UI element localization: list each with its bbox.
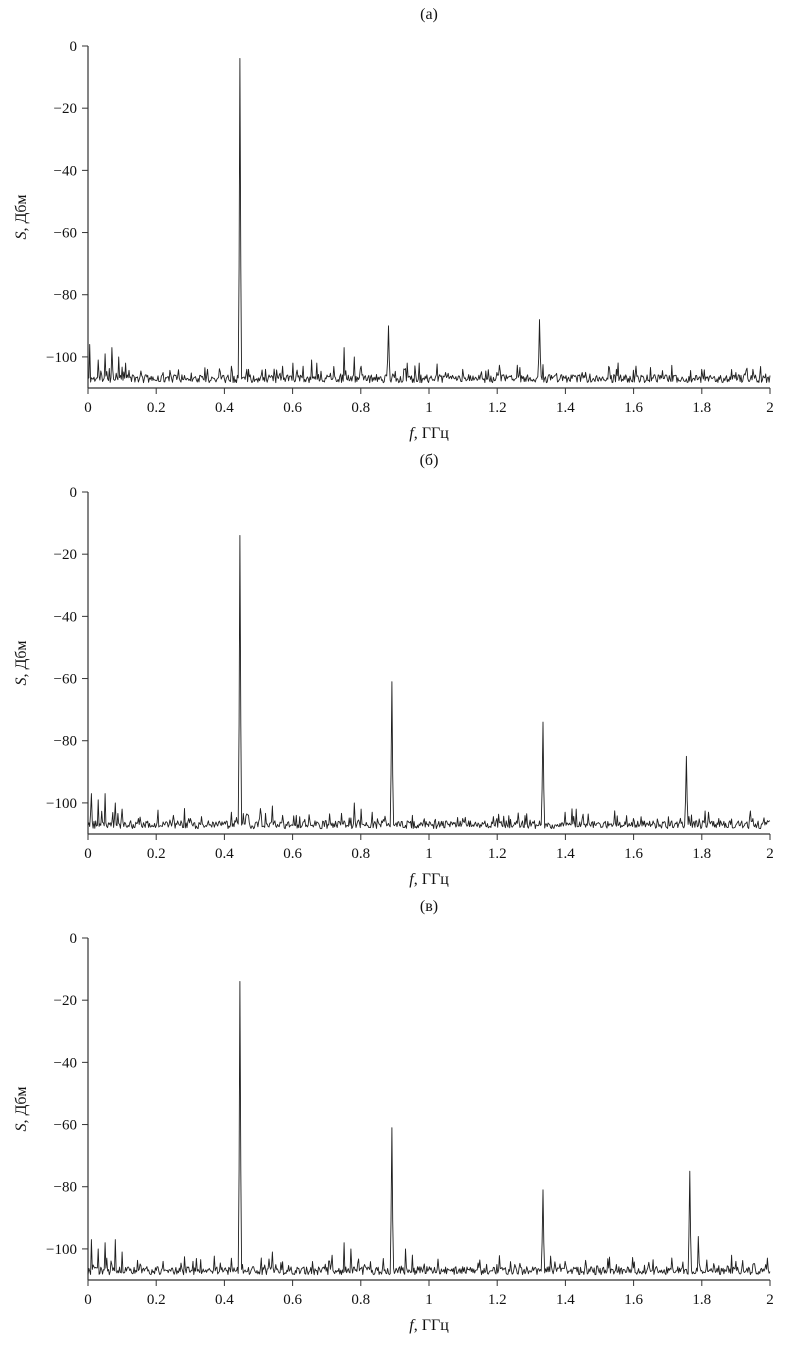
x-tick-label: 1 <box>425 1292 433 1308</box>
y-tick-label: −40 <box>54 163 77 179</box>
x-axis-title: f, ГГц <box>409 871 449 888</box>
y-tick-label: 0 <box>70 485 78 501</box>
x-tick-label: 1.8 <box>692 846 711 862</box>
x-tick-label: 1.4 <box>556 1292 575 1308</box>
spectrum-panel-v: (в) 0 −20 −40 −60 −80 −100 0 0.2 0.4 0.6 0.8 1 1.2 1.… <box>0 894 798 1340</box>
y-tick-label: −80 <box>54 1180 77 1196</box>
y-axis-title: S, Дбм <box>13 640 30 685</box>
y-axis-title: S, Дбм <box>13 1086 30 1131</box>
spectrum-plot-v: 0 −20 −40 −60 −80 −100 0 0.2 0.4 0.6 0.8 1 1.2 1.4 1.6… <box>0 920 798 1345</box>
spectrum-plot-svg: 0 −20 −40 −60 −80 −100 0 0.2 0.4 0.6 0.8 1 1.2 1.4 1.6… <box>13 39 774 442</box>
spectrum-trace <box>87 57 771 384</box>
y-tick-label: −40 <box>54 609 77 625</box>
y-tick-label: −80 <box>54 734 77 750</box>
y-tick-label: −40 <box>54 1055 77 1071</box>
x-tick-label: 1.4 <box>556 846 575 862</box>
spectrum-panel-b: (б) 0 −20 −40 −60 −80 −100 0 0.2 0.4 0.6 0.8 1 1.2 1.… <box>0 448 798 894</box>
x-tick-label: 0 <box>84 846 92 862</box>
x-tick-label: 1.6 <box>624 846 643 862</box>
x-tick-label: 0.4 <box>215 1292 234 1308</box>
spectrum-plot-a: 0 −20 −40 −60 −80 −100 0 0.2 0.4 0.6 0.8 1 1.2 1.4 1.6… <box>0 28 798 453</box>
y-tick-label: −100 <box>46 1242 77 1258</box>
x-tick-label: 0.6 <box>283 1292 302 1308</box>
x-tick-label: 1.8 <box>692 1292 711 1308</box>
x-axis-title: f, ГГц <box>409 1317 449 1334</box>
x-tick-label: 2 <box>766 1292 774 1308</box>
x-tick-label: 0 <box>84 400 92 416</box>
x-tick-label: 1.2 <box>488 846 507 862</box>
y-axis-title: S, Дбм <box>13 194 30 239</box>
panel-label-v: (в) <box>419 898 439 915</box>
x-tick-label: 0.2 <box>147 846 166 862</box>
x-tick-label: 0.2 <box>147 400 166 416</box>
spectrum-plot-b: 0 −20 −40 −60 −80 −100 0 0.2 0.4 0.6 0.8 1 1.2 1.4 1.6… <box>0 474 798 899</box>
y-tick-label: 0 <box>70 39 78 55</box>
x-tick-label: 0 <box>84 1292 92 1308</box>
y-tick-label: −20 <box>54 993 77 1009</box>
x-tick-label: 0.8 <box>351 846 370 862</box>
x-tick-label: 1.2 <box>488 1292 507 1308</box>
y-tick-label: −100 <box>46 796 77 812</box>
y-tick-label: −60 <box>54 672 77 688</box>
x-tick-label: 1 <box>425 400 433 416</box>
y-tick-label: 0 <box>70 931 78 947</box>
y-tick-label: −20 <box>54 547 77 563</box>
x-tick-label: 1.8 <box>692 400 711 416</box>
y-tick-label: −60 <box>54 226 77 242</box>
x-tick-label: 0.6 <box>283 846 302 862</box>
x-tick-label: 0.4 <box>215 846 234 862</box>
x-tick-label: 1.4 <box>556 400 575 416</box>
x-tick-label: 1.2 <box>488 400 507 416</box>
x-tick-label: 1.6 <box>624 400 643 416</box>
x-axis-title: f, ГГц <box>409 425 449 442</box>
x-tick-label: 1.6 <box>624 1292 643 1308</box>
x-tick-label: 1 <box>425 846 433 862</box>
x-tick-label: 2 <box>766 400 774 416</box>
x-tick-label: 0.8 <box>351 400 370 416</box>
x-tick-label: 0.6 <box>283 400 302 416</box>
y-tick-label: −100 <box>46 350 77 366</box>
spectrum-panel-a: (а) 0 −20 −40 −60 −80 −100 0 0.2 0.4 0.6 0.8 1 1.2 1.… <box>0 2 798 448</box>
y-tick-label: −60 <box>54 1118 77 1134</box>
x-tick-label: 0.2 <box>147 1292 166 1308</box>
spectrum-trace <box>87 981 771 1276</box>
spectrum-trace <box>87 535 771 830</box>
x-tick-label: 0.8 <box>351 1292 370 1308</box>
y-tick-label: −80 <box>54 288 77 304</box>
x-tick-label: 2 <box>766 846 774 862</box>
panel-label-b: (б) <box>419 452 439 469</box>
spectrum-plot-svg: 0 −20 −40 −60 −80 −100 0 0.2 0.4 0.6 0.8 1 1.2 1.4 1.6… <box>13 931 774 1334</box>
panel-label-a: (а) <box>420 6 438 23</box>
spectrum-plot-svg: 0 −20 −40 −60 −80 −100 0 0.2 0.4 0.6 0.8 1 1.2 1.4 1.6… <box>13 485 774 888</box>
x-tick-label: 0.4 <box>215 400 234 416</box>
y-tick-label: −20 <box>54 101 77 117</box>
